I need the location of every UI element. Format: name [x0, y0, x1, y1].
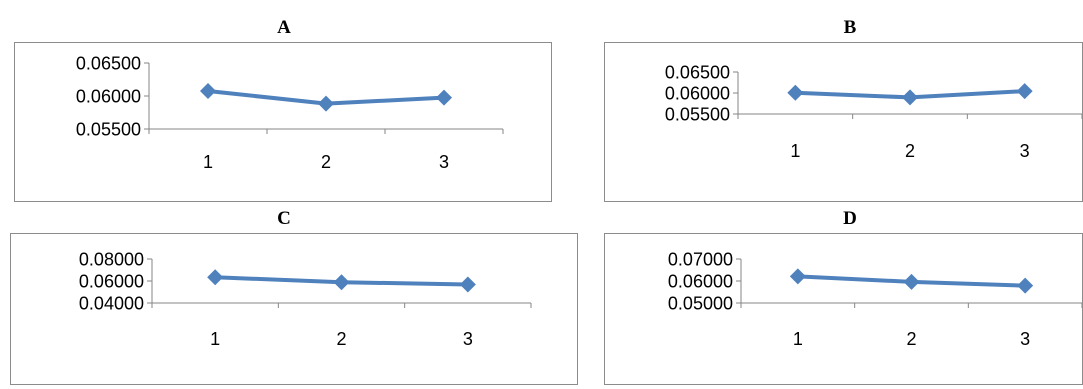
data-point-marker	[207, 269, 223, 285]
data-point-marker	[787, 85, 803, 101]
chart-c-frame: 0.04000 0.06000 0.08000 1 2 3	[10, 233, 578, 385]
data-point-marker	[200, 83, 216, 99]
x-tick-label: 3	[1020, 329, 1030, 349]
y-tick-label: 0.08000	[79, 249, 144, 269]
data-point-marker	[436, 90, 452, 106]
x-tick-label: 1	[790, 141, 800, 161]
chart-title-b: B	[830, 18, 870, 38]
y-tick-label: 0.06000	[668, 271, 733, 291]
chart-title-a: A	[264, 18, 304, 38]
chart-a-frame: 0.05500 0.06000 0.06500 1 2 3	[14, 42, 552, 202]
data-point-marker	[1017, 278, 1033, 294]
y-tick-label: 0.06000	[665, 83, 730, 103]
y-tick-label: 0.07000	[668, 249, 733, 269]
chart-a: 0.05500 0.06000 0.06500 1 2 3	[15, 43, 551, 201]
y-tick-label: 0.05000	[668, 293, 733, 313]
data-point-marker	[460, 277, 476, 293]
x-tick-label: 3	[463, 329, 473, 349]
x-tick-label: 1	[793, 329, 803, 349]
data-point-marker	[904, 274, 920, 290]
chart-title-c: C	[264, 209, 304, 229]
y-tick-label: 0.06500	[665, 62, 730, 82]
y-tick-label: 0.06000	[76, 86, 141, 106]
y-tick-label: 0.04000	[79, 293, 144, 313]
data-point-marker	[334, 274, 350, 290]
y-tick-label: 0.06000	[79, 271, 144, 291]
data-point-marker	[318, 96, 334, 112]
x-tick-label: 2	[905, 141, 915, 161]
x-tick-label: 2	[906, 329, 916, 349]
x-tick-label: 3	[439, 152, 449, 172]
data-point-marker	[1017, 83, 1033, 99]
data-point-marker	[902, 89, 918, 105]
x-tick-label: 2	[336, 329, 346, 349]
x-tick-label: 1	[203, 152, 213, 172]
y-tick-label: 0.06500	[76, 53, 141, 73]
x-tick-label: 3	[1020, 141, 1030, 161]
y-tick-label: 0.05500	[76, 119, 141, 139]
chart-d-frame: 0.05000 0.06000 0.07000 1 2 3	[604, 233, 1083, 385]
chart-title-d: D	[830, 209, 870, 229]
x-tick-label: 1	[210, 329, 220, 349]
x-tick-label: 2	[321, 152, 331, 172]
y-tick-label: 0.05500	[665, 104, 730, 124]
chart-b-frame: 0.05500 0.06000 0.06500 1 2 3	[604, 42, 1083, 202]
data-point-marker	[790, 268, 806, 284]
